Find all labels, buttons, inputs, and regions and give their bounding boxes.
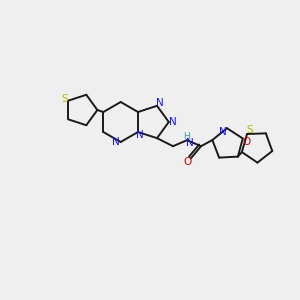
Text: N: N <box>156 98 164 108</box>
Text: N: N <box>186 138 194 148</box>
Text: N: N <box>169 117 177 127</box>
Text: S: S <box>61 94 68 103</box>
Text: O: O <box>243 137 251 147</box>
Text: N: N <box>136 130 144 140</box>
Text: O: O <box>183 157 191 167</box>
Text: N: N <box>219 127 227 137</box>
Text: H: H <box>183 132 189 141</box>
Text: N: N <box>112 137 120 147</box>
Text: S: S <box>247 125 254 135</box>
